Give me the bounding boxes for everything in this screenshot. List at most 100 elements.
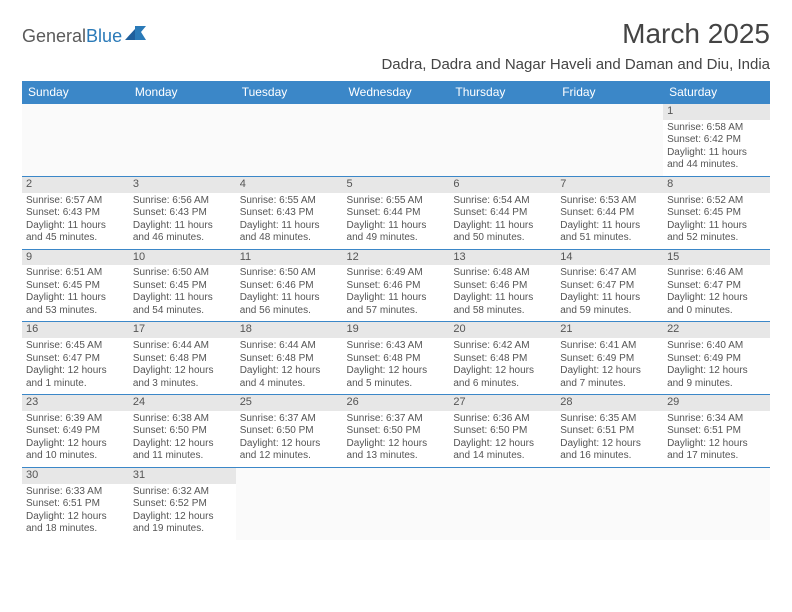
sunrise-text: Sunrise: 6:42 AM: [453, 340, 552, 353]
calendar-cell: 1Sunrise: 6:58 AMSunset: 6:42 PMDaylight…: [663, 104, 770, 177]
sunrise-text: Sunrise: 6:34 AM: [667, 413, 766, 426]
sunset-text: Sunset: 6:50 PM: [453, 425, 552, 438]
location: Dadra, Dadra and Nagar Haveli and Daman …: [381, 56, 770, 73]
sunrise-text: Sunrise: 6:53 AM: [560, 195, 659, 208]
daylight-text: Daylight: 12 hours and 11 minutes.: [133, 438, 232, 463]
sunrise-text: Sunrise: 6:52 AM: [667, 195, 766, 208]
weekday-header: Friday: [556, 81, 663, 104]
calendar-cell: 31Sunrise: 6:32 AMSunset: 6:52 PMDayligh…: [129, 467, 236, 539]
day-number: 6: [449, 177, 556, 193]
sunrise-text: Sunrise: 6:33 AM: [26, 486, 125, 499]
logo-text-blue: Blue: [86, 26, 122, 47]
day-number: 27: [449, 395, 556, 411]
sunrise-text: Sunrise: 6:54 AM: [453, 195, 552, 208]
day-number: 14: [556, 250, 663, 266]
sunrise-text: Sunrise: 6:44 AM: [133, 340, 232, 353]
calendar-week-row: 2Sunrise: 6:57 AMSunset: 6:43 PMDaylight…: [22, 176, 770, 249]
calendar-cell: [236, 104, 343, 177]
calendar-cell: 15Sunrise: 6:46 AMSunset: 6:47 PMDayligh…: [663, 249, 770, 322]
day-number: 20: [449, 322, 556, 338]
day-number: 1: [663, 104, 770, 120]
calendar-cell: [556, 104, 663, 177]
daylight-text: Daylight: 11 hours and 58 minutes.: [453, 292, 552, 317]
daylight-text: Daylight: 12 hours and 18 minutes.: [26, 511, 125, 536]
sunset-text: Sunset: 6:47 PM: [667, 280, 766, 293]
calendar-week-row: 9Sunrise: 6:51 AMSunset: 6:45 PMDaylight…: [22, 249, 770, 322]
sunset-text: Sunset: 6:42 PM: [667, 134, 766, 147]
day-number: 3: [129, 177, 236, 193]
calendar-week-row: 16Sunrise: 6:45 AMSunset: 6:47 PMDayligh…: [22, 322, 770, 395]
day-number: 26: [343, 395, 450, 411]
sunrise-text: Sunrise: 6:50 AM: [240, 267, 339, 280]
calendar-cell: 17Sunrise: 6:44 AMSunset: 6:48 PMDayligh…: [129, 322, 236, 395]
daylight-text: Daylight: 12 hours and 14 minutes.: [453, 438, 552, 463]
sunrise-text: Sunrise: 6:50 AM: [133, 267, 232, 280]
calendar-cell: [343, 467, 450, 539]
sunset-text: Sunset: 6:46 PM: [347, 280, 446, 293]
day-number: 11: [236, 250, 343, 266]
calendar-cell: 29Sunrise: 6:34 AMSunset: 6:51 PMDayligh…: [663, 395, 770, 468]
day-number: 22: [663, 322, 770, 338]
sunset-text: Sunset: 6:45 PM: [26, 280, 125, 293]
day-number: 23: [22, 395, 129, 411]
daylight-text: Daylight: 12 hours and 1 minute.: [26, 365, 125, 390]
sunrise-text: Sunrise: 6:45 AM: [26, 340, 125, 353]
sunset-text: Sunset: 6:46 PM: [453, 280, 552, 293]
weekday-header: Thursday: [449, 81, 556, 104]
sunset-text: Sunset: 6:51 PM: [667, 425, 766, 438]
sunset-text: Sunset: 6:45 PM: [133, 280, 232, 293]
header: GeneralBlue March 2025 Dadra, Dadra and …: [22, 18, 770, 73]
calendar-cell: 13Sunrise: 6:48 AMSunset: 6:46 PMDayligh…: [449, 249, 556, 322]
calendar-cell: 14Sunrise: 6:47 AMSunset: 6:47 PMDayligh…: [556, 249, 663, 322]
daylight-text: Daylight: 12 hours and 13 minutes.: [347, 438, 446, 463]
weekday-header: Sunday: [22, 81, 129, 104]
sunrise-text: Sunrise: 6:56 AM: [133, 195, 232, 208]
daylight-text: Daylight: 12 hours and 19 minutes.: [133, 511, 232, 536]
sunset-text: Sunset: 6:44 PM: [453, 207, 552, 220]
calendar-cell: [129, 104, 236, 177]
daylight-text: Daylight: 12 hours and 10 minutes.: [26, 438, 125, 463]
month-title: March 2025: [381, 18, 770, 50]
daylight-text: Daylight: 12 hours and 9 minutes.: [667, 365, 766, 390]
daylight-text: Daylight: 11 hours and 49 minutes.: [347, 220, 446, 245]
calendar-cell: 22Sunrise: 6:40 AMSunset: 6:49 PMDayligh…: [663, 322, 770, 395]
daylight-text: Daylight: 12 hours and 3 minutes.: [133, 365, 232, 390]
sunset-text: Sunset: 6:50 PM: [347, 425, 446, 438]
calendar-cell: 12Sunrise: 6:49 AMSunset: 6:46 PMDayligh…: [343, 249, 450, 322]
sunset-text: Sunset: 6:50 PM: [240, 425, 339, 438]
flag-icon: [125, 26, 147, 47]
calendar-cell: [663, 467, 770, 539]
day-number: 13: [449, 250, 556, 266]
calendar-cell: 7Sunrise: 6:53 AMSunset: 6:44 PMDaylight…: [556, 176, 663, 249]
calendar-cell: [343, 104, 450, 177]
daylight-text: Daylight: 12 hours and 6 minutes.: [453, 365, 552, 390]
logo-text-general: General: [22, 26, 86, 47]
sunrise-text: Sunrise: 6:36 AM: [453, 413, 552, 426]
daylight-text: Daylight: 11 hours and 53 minutes.: [26, 292, 125, 317]
daylight-text: Daylight: 12 hours and 4 minutes.: [240, 365, 339, 390]
daylight-text: Daylight: 12 hours and 12 minutes.: [240, 438, 339, 463]
day-number: 28: [556, 395, 663, 411]
sunset-text: Sunset: 6:49 PM: [560, 353, 659, 366]
sunrise-text: Sunrise: 6:57 AM: [26, 195, 125, 208]
daylight-text: Daylight: 11 hours and 46 minutes.: [133, 220, 232, 245]
calendar-cell: 28Sunrise: 6:35 AMSunset: 6:51 PMDayligh…: [556, 395, 663, 468]
sunset-text: Sunset: 6:50 PM: [133, 425, 232, 438]
sunset-text: Sunset: 6:45 PM: [667, 207, 766, 220]
sunset-text: Sunset: 6:43 PM: [133, 207, 232, 220]
daylight-text: Daylight: 11 hours and 56 minutes.: [240, 292, 339, 317]
day-number: 8: [663, 177, 770, 193]
calendar-cell: 26Sunrise: 6:37 AMSunset: 6:50 PMDayligh…: [343, 395, 450, 468]
calendar-cell: [22, 104, 129, 177]
sunrise-text: Sunrise: 6:44 AM: [240, 340, 339, 353]
sunset-text: Sunset: 6:48 PM: [240, 353, 339, 366]
calendar-week-row: 1Sunrise: 6:58 AMSunset: 6:42 PMDaylight…: [22, 104, 770, 177]
calendar-cell: 27 Sunrise: 6:36 AMSunset: 6:50 PMDayligh…: [449, 395, 556, 468]
sunset-text: Sunset: 6:51 PM: [560, 425, 659, 438]
daylight-text: Daylight: 11 hours and 45 minutes.: [26, 220, 125, 245]
calendar-week-row: 23Sunrise: 6:39 AMSunset: 6:49 PMDayligh…: [22, 395, 770, 468]
calendar-cell: 6Sunrise: 6:54 AMSunset: 6:44 PMDaylight…: [449, 176, 556, 249]
sunrise-text: Sunrise: 6:55 AM: [240, 195, 339, 208]
day-number: 30: [22, 468, 129, 484]
sunrise-text: Sunrise: 6:47 AM: [560, 267, 659, 280]
